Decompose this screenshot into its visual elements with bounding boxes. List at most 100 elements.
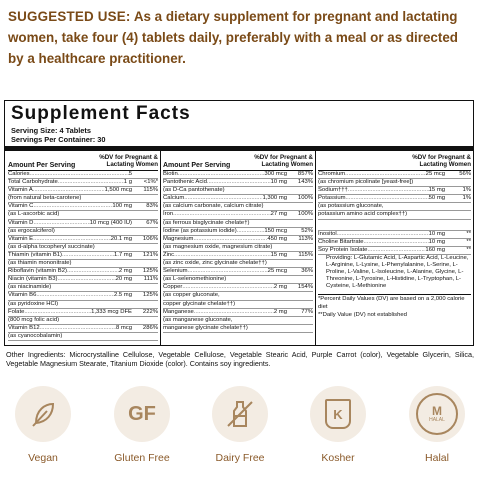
nutrient-name: Sodium††† bbox=[318, 187, 348, 194]
nutrient-source-note: (as L-ascorbic acid) bbox=[8, 211, 158, 220]
nutrient-amount: 50 mg bbox=[428, 195, 445, 202]
nutrient-dv: 83% bbox=[146, 203, 158, 210]
badge-kosher: K Kosher bbox=[297, 386, 379, 464]
nutrient-row: Calcium 1,300 mg 100% bbox=[163, 195, 313, 204]
nutrient-row: Folate 1,333 mcg DFE 222% bbox=[8, 309, 158, 317]
nutrient-source-note: (as cyanocobalamin) bbox=[8, 333, 158, 341]
nutrient-name: Vitamin D bbox=[8, 219, 34, 226]
nutrient-amount: 150 mcg bbox=[264, 227, 287, 234]
nutrient-row: Vitamin A 1,500 mcg 115% bbox=[8, 187, 158, 196]
nutrient-source-note: (as pyridoxine HCl) bbox=[8, 301, 158, 309]
nutrient-name: Zinc bbox=[163, 251, 175, 258]
nutrient-row: Sodium††† 15 mg 1% bbox=[318, 187, 471, 196]
leader-dots bbox=[30, 171, 129, 178]
header-amount: Amount Per Serving bbox=[163, 162, 231, 169]
nutrient-name: Riboflavin (vitamin B2) bbox=[8, 268, 67, 275]
facts-divider bbox=[5, 146, 473, 151]
nutrient-dv: 1% bbox=[462, 195, 471, 202]
footnote-dv-not-established: **Daily Value (DV) not established bbox=[318, 311, 407, 318]
header-dv: %DV for Pregnant & Lactating Women bbox=[99, 154, 158, 169]
column-divider bbox=[160, 151, 161, 345]
nutrient-amount: 1.7 mg bbox=[113, 251, 132, 258]
nutrient-name: Folate bbox=[8, 308, 25, 315]
supplement-facts-panel: Supplement Facts Serving Size: 4 Tablets… bbox=[4, 100, 474, 346]
nutrient-dv: 113% bbox=[298, 235, 313, 242]
footnote-dv: *Percent Daily Values (DV) are based on … bbox=[318, 294, 471, 311]
leader-dots bbox=[337, 231, 429, 238]
nutrient-row: Thiamin (vitamin B1) 1.7 mg 121% bbox=[8, 251, 158, 261]
nutrient-row: Zinc 15 mg 115% bbox=[163, 251, 313, 261]
leader-dots bbox=[188, 268, 268, 275]
nutrient-row: Biotin 300 mcg 857% bbox=[163, 171, 313, 180]
nutrient-source-note: (as D-Ca pantothenate) bbox=[163, 187, 313, 196]
nutrient-amount: 1,500 mcg bbox=[104, 187, 132, 194]
leader-dots bbox=[67, 268, 119, 275]
spacer bbox=[318, 220, 471, 231]
header-amount: Amount Per Serving bbox=[8, 162, 76, 169]
nutrient-dv: ** bbox=[466, 246, 471, 253]
nutrient-row: Vitamin C 100 mg 83% bbox=[8, 203, 158, 212]
nutrient-amount: 10 mg bbox=[270, 179, 287, 186]
leader-dots bbox=[173, 211, 270, 218]
nutrient-row: Vitamin D 10 mcg (400 IU) 67% bbox=[8, 220, 158, 228]
badge-row: Vegan GF Gluten Free Dairy Free K Kosher… bbox=[0, 380, 480, 480]
nutrient-dv: 106% bbox=[142, 235, 158, 242]
nutrient-source-note: (as magnesium oxide, magnesium citrate) bbox=[163, 244, 313, 252]
nutrient-dv: 36% bbox=[301, 268, 313, 275]
nutrient-list: Calories5Total Carbohydrate1 g<1%*Vitami… bbox=[8, 171, 158, 341]
nutrient-source-note: (as calcium carbonate, calcium citrate) bbox=[163, 203, 313, 212]
nutrient-amount: 2 mg bbox=[273, 284, 287, 291]
nutrient-dv: 143% bbox=[297, 179, 313, 186]
badge-vegan: Vegan bbox=[2, 386, 84, 464]
nutrient-row: Riboflavin (vitamin B2) 2 mg 125% bbox=[8, 268, 158, 277]
nutrient-name: Vitamin B12 bbox=[8, 324, 40, 331]
nutrient-amount: 5 bbox=[128, 171, 132, 177]
nutrient-name: Vitamin B6 bbox=[8, 292, 37, 299]
kosher-k-icon: K bbox=[310, 386, 366, 442]
nutrient-amount: 2 mg bbox=[273, 308, 287, 315]
header-dv: %DV for Pregnant & Lactating Women bbox=[254, 154, 313, 169]
nutrient-source-note: (800 mcg folic acid) bbox=[8, 317, 158, 325]
nutrient-amount: 10 mg bbox=[428, 230, 445, 237]
leader-dots bbox=[57, 276, 115, 283]
nutrient-row: Manganese 2 mg 77% bbox=[163, 309, 313, 317]
nutrient-dv: 115% bbox=[298, 251, 313, 258]
nutrient-dv: 56% bbox=[459, 171, 471, 177]
nutrient-row: Selenium 25 mcg 36% bbox=[163, 268, 313, 277]
nutrient-source-note: (as potassium gluconate, bbox=[318, 203, 471, 212]
nutrient-dv: <1%* bbox=[143, 179, 158, 186]
nutrient-name: Total Carbohydrate bbox=[8, 179, 58, 186]
nutrient-row: Iodine (as potassium iodide) 150 mcg 52% bbox=[163, 228, 313, 236]
leader-dots bbox=[346, 195, 429, 202]
nutrient-name: Calories bbox=[8, 171, 30, 177]
nutrient-row: Calories 5 bbox=[8, 171, 158, 180]
nutrient-name: Calcium bbox=[163, 195, 185, 202]
column-header: Amount Per Serving %DV for Pregnant & Lac… bbox=[8, 153, 158, 171]
serving-info: Serving Size: 4 Tablets Servings Per Con… bbox=[11, 126, 105, 144]
milk-bottle-icon bbox=[212, 386, 268, 442]
nutrient-name: Selenium bbox=[163, 268, 188, 275]
serving-size: Serving Size: 4 Tablets bbox=[11, 126, 91, 135]
leader-dots bbox=[194, 309, 274, 316]
nutrient-name: Pantothenic Acid bbox=[163, 179, 207, 186]
facts-column-1: Amount Per Serving %DV for Pregnant & Lac… bbox=[8, 153, 158, 343]
nutrient-source-note: (as zinc oxide, zinc glycinate chelate††… bbox=[163, 260, 313, 269]
nutrient-amount: 20 mg bbox=[115, 276, 132, 283]
nutrient-dv: 222% bbox=[142, 308, 158, 315]
nutrient-name: Vitamin C bbox=[8, 203, 34, 210]
facts-title: Supplement Facts bbox=[11, 103, 191, 124]
nutrient-source-note: manganese glycinate chelate††) bbox=[163, 325, 313, 333]
nutrient-dv: 121% bbox=[142, 251, 158, 258]
suggested-use: SUGGESTED USE: As a dietary supplement f… bbox=[8, 6, 474, 69]
badge-gluten-free: GF Gluten Free bbox=[101, 386, 183, 464]
gf-icon-text: GF bbox=[128, 402, 156, 425]
leader-dots bbox=[36, 292, 114, 299]
nutrient-row: Magnesium 450 mg 113% bbox=[163, 236, 313, 244]
nutrient-row: Copper 2 mg 154% bbox=[163, 284, 313, 293]
nutrient-name: Magnesium bbox=[163, 235, 194, 242]
nutrient-source-note: potassium amino acid complex††) bbox=[318, 211, 471, 220]
nutrient-amount: 2.5 mg bbox=[113, 292, 132, 299]
nutrient-dv: 286% bbox=[142, 324, 158, 331]
nutrient-source-note: (as niacinamide) bbox=[8, 284, 158, 293]
nutrient-amount: 25 mcg bbox=[425, 171, 445, 177]
